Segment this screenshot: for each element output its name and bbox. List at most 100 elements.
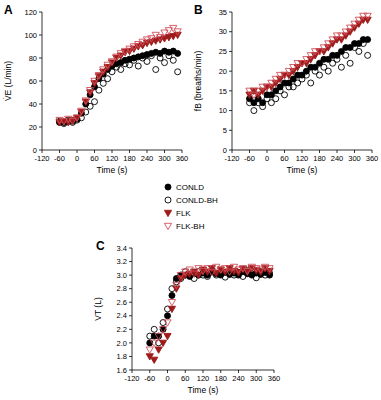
x-tick-label: 180 [123, 154, 136, 163]
x-tick-label: 300 [250, 374, 263, 383]
y-tick [39, 81, 42, 82]
x-tick-label: 360 [176, 154, 189, 163]
y-tick-label: 40 [29, 100, 37, 109]
point [155, 333, 162, 339]
point [143, 37, 150, 43]
point [159, 327, 166, 333]
x-tick-label: -60 [244, 154, 255, 163]
point [151, 340, 158, 346]
point [151, 326, 157, 332]
y-tick-label: 1.8 [117, 352, 127, 361]
point [73, 115, 80, 121]
point [122, 61, 128, 67]
x-tick [274, 370, 275, 373]
point [78, 108, 85, 114]
point [247, 100, 253, 106]
x-axis-label: Time (s) [97, 165, 128, 175]
point [303, 57, 310, 63]
y-tick [129, 329, 132, 330]
series-3 [146, 264, 273, 353]
legend-label: CONLD [176, 183, 204, 192]
point [144, 58, 150, 64]
y-tick-label: 35 [219, 8, 227, 17]
x-tick [112, 150, 113, 153]
point [165, 313, 171, 319]
x-tick [59, 150, 60, 153]
point [355, 17, 362, 23]
x-tick-label: 60 [90, 154, 98, 163]
y-tick [129, 248, 132, 249]
y-axis-label: VT (L) [93, 297, 103, 321]
y-tick-label: 15 [219, 87, 227, 96]
y-tick [229, 90, 232, 91]
point [285, 68, 292, 74]
point [159, 340, 166, 346]
series-1 [147, 267, 273, 346]
point [69, 119, 76, 125]
series-0 [147, 269, 273, 346]
x-axis-label: Time (s) [287, 165, 318, 175]
point [82, 98, 89, 104]
x-tick [337, 150, 338, 153]
y-tick-label: 2.2 [117, 325, 127, 334]
y-axis-label: fB (breaths/min) [193, 51, 203, 112]
y-tick [129, 275, 132, 276]
legend-marker [164, 210, 171, 216]
point [281, 72, 288, 78]
x-tick [238, 370, 239, 373]
y-tick-label: 0 [33, 146, 37, 155]
y-tick-label: 20 [219, 67, 227, 76]
panel-letter: A [4, 3, 13, 17]
point [251, 108, 257, 114]
y-axis [132, 248, 133, 370]
point [338, 33, 345, 39]
x-tick [149, 370, 150, 373]
y-tick-label: 2.8 [117, 284, 127, 293]
x-axis-label: Time (s) [188, 385, 219, 395]
point [343, 52, 349, 58]
point [334, 56, 340, 62]
point [175, 50, 181, 56]
point [347, 60, 353, 66]
y-tick-label: 100 [24, 31, 37, 40]
x-tick-label: 0 [265, 154, 269, 163]
point [240, 273, 246, 279]
point [104, 62, 111, 68]
series-2 [246, 17, 371, 98]
point [329, 37, 336, 43]
point [153, 67, 159, 73]
x-tick [267, 150, 268, 153]
point [307, 53, 314, 59]
point [338, 64, 344, 70]
point [257, 269, 264, 275]
point [266, 266, 273, 272]
x-tick [220, 370, 221, 373]
y-tick [39, 58, 42, 59]
y-tick-label: 2.6 [117, 298, 127, 307]
series-2 [56, 32, 181, 126]
x-tick [249, 150, 250, 153]
point [303, 72, 309, 78]
point [317, 72, 323, 78]
y-tick [129, 356, 132, 357]
point [95, 73, 102, 79]
y-tick [39, 127, 42, 128]
point [147, 333, 153, 339]
x-tick-label: 120 [106, 154, 119, 163]
series-3 [246, 13, 371, 98]
point [164, 333, 171, 339]
x-tick [319, 150, 320, 153]
y-tick-label: 60 [29, 77, 37, 86]
point [342, 29, 349, 35]
y-tick-label: 1.6 [117, 366, 127, 375]
point [96, 87, 102, 93]
point [263, 84, 270, 90]
y-axis [232, 12, 233, 150]
y-tick-label: 20 [29, 123, 37, 132]
point [347, 25, 354, 31]
point [173, 283, 180, 289]
x-tick [203, 370, 204, 373]
point [282, 92, 288, 98]
point [146, 347, 153, 353]
y-tick [229, 12, 232, 13]
